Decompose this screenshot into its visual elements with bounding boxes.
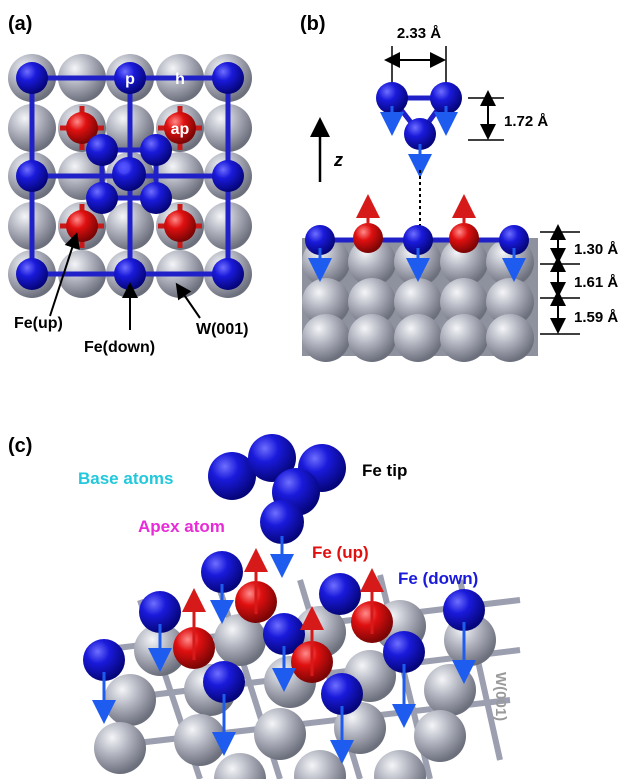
panel-b-height-dimension xyxy=(468,90,504,141)
layer-spacing-2: 1.61 Å xyxy=(574,274,618,291)
panel-b-width-dimension xyxy=(384,46,447,84)
fe-up-pointer xyxy=(49,232,80,317)
panel-a-fe-up-atoms xyxy=(66,112,196,242)
panel-c-tip xyxy=(208,434,346,578)
panel-a: (a) xyxy=(8,13,252,356)
layer-spacing-1: 1.30 Å xyxy=(574,241,618,258)
panel-b: (b) 2.33 Å 1.72 Å z xyxy=(300,13,618,362)
label-fe-down-c: Fe (down) xyxy=(398,569,478,588)
panel-a-tag: (a) xyxy=(8,13,32,35)
w001-pointer xyxy=(175,282,201,319)
label-w001: W(001) xyxy=(196,321,248,338)
label-apex-atom: Apex atom xyxy=(138,517,225,536)
panel-b-tag: (b) xyxy=(300,13,326,35)
label-fe-tip: Fe tip xyxy=(362,461,407,480)
z-axis-label: z xyxy=(333,150,343,170)
tip-height-label: 1.72 Å xyxy=(504,113,548,130)
label-base-atoms: Base atoms xyxy=(78,469,173,488)
panel-a-fe-down-atoms xyxy=(16,62,244,290)
tip-width-label: 2.33 Å xyxy=(397,25,441,42)
label-fe-up-c: Fe (up) xyxy=(312,543,369,562)
site-label-ap: ap xyxy=(171,121,190,138)
site-label-h: h xyxy=(175,71,185,88)
panel-b-substrate xyxy=(302,194,538,362)
layer-spacing-3: 1.59 Å xyxy=(574,309,618,326)
label-fe-down: Fe(down) xyxy=(84,339,155,356)
label-w001-c: W(001) xyxy=(492,672,509,721)
site-label-p: p xyxy=(125,71,135,88)
panel-b-tip xyxy=(376,82,462,178)
panel-c-fe-layer xyxy=(83,548,485,764)
panel-c: (c) xyxy=(8,434,521,779)
label-fe-up: Fe(up) xyxy=(14,315,63,332)
panel-a-tip-cluster xyxy=(86,134,172,214)
panel-c-tag: (c) xyxy=(8,435,32,457)
panel-b-layer-dimensions xyxy=(540,224,580,335)
